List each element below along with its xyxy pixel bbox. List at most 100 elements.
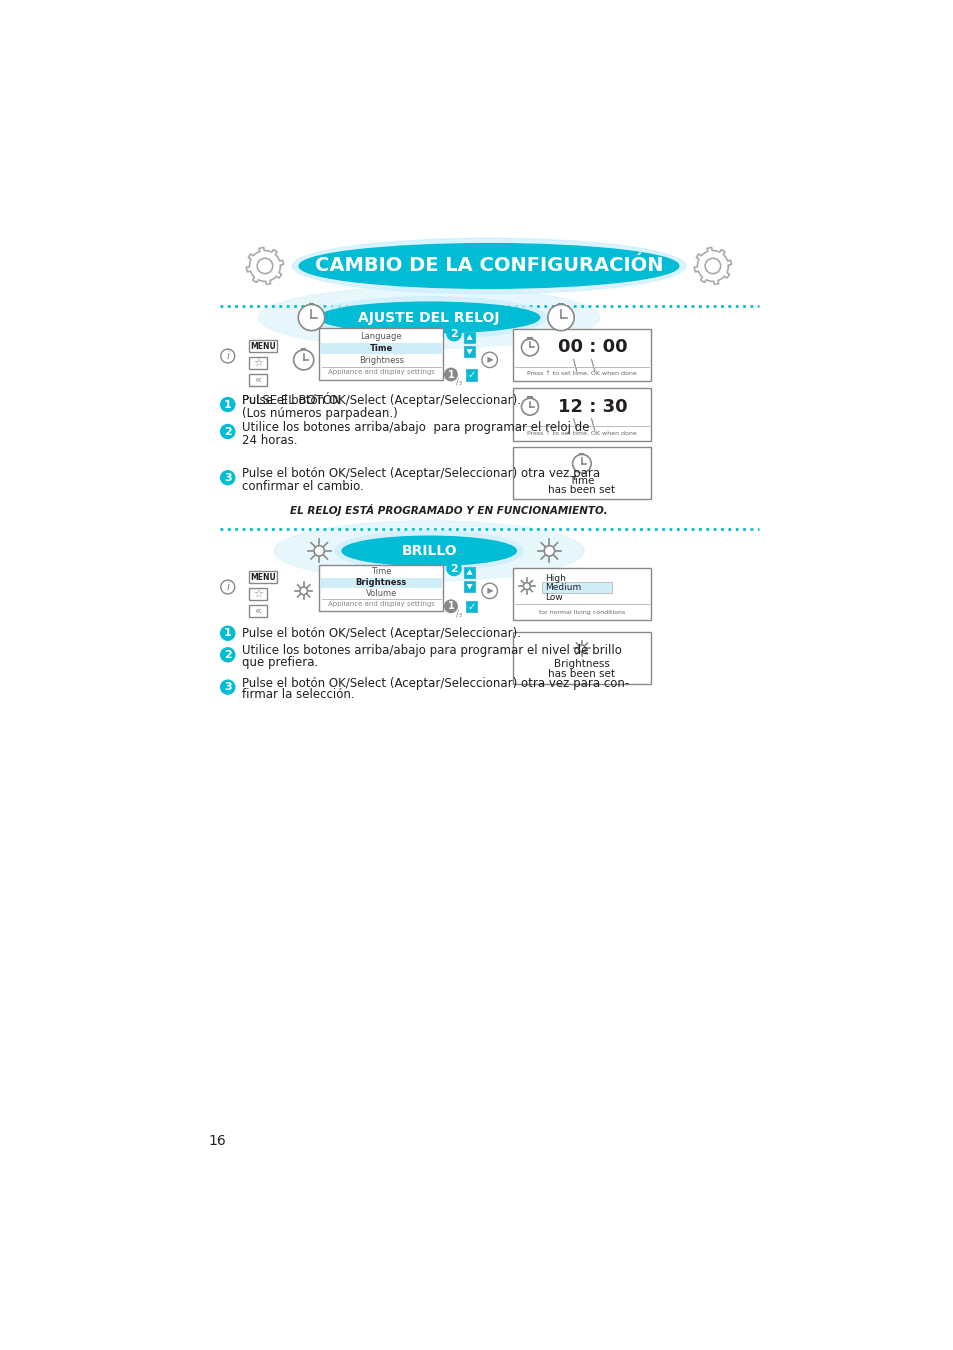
Polygon shape (466, 585, 472, 590)
Text: Brightness: Brightness (355, 578, 406, 587)
Bar (513, 329, 650, 382)
Text: «: « (254, 606, 261, 616)
Bar (542, 582, 612, 593)
Ellipse shape (312, 297, 546, 339)
Text: Press ↑ to set time, OK when done: Press ↑ to set time, OK when done (526, 431, 637, 436)
Bar (464, 346, 475, 356)
Text: Pulse el botón OK/Select (Aceptar/Seleccionar) otra vez para con-: Pulse el botón OK/Select (Aceptar/Selecc… (241, 676, 628, 690)
Text: 2: 2 (450, 328, 457, 339)
Circle shape (481, 583, 497, 598)
Text: que prefiera.: que prefiera. (241, 656, 317, 670)
Text: ✓: ✓ (467, 602, 475, 612)
Text: BRILLO: BRILLO (401, 544, 456, 558)
Polygon shape (487, 356, 493, 363)
Circle shape (298, 305, 324, 331)
Text: 2: 2 (224, 427, 232, 436)
Text: 3: 3 (224, 472, 232, 483)
Text: 1: 1 (447, 601, 454, 612)
Text: MENU: MENU (251, 342, 276, 351)
Text: Press ↑ to set time, OK when done: Press ↑ to set time, OK when done (526, 371, 637, 377)
Bar (249, 587, 266, 601)
Circle shape (481, 352, 497, 367)
Text: MENU: MENU (251, 572, 276, 582)
Text: has been set: has been set (548, 668, 615, 679)
Bar (319, 343, 442, 354)
Text: 12 : 30: 12 : 30 (558, 398, 627, 416)
Bar (319, 578, 442, 587)
Circle shape (578, 645, 585, 652)
Bar (465, 601, 476, 613)
Text: High: High (545, 574, 566, 583)
Text: Appliance and display settings: Appliance and display settings (328, 601, 435, 608)
Text: confirmar el cambio.: confirmar el cambio. (241, 479, 363, 493)
Circle shape (220, 679, 235, 695)
Text: for normal living conditions: for normal living conditions (538, 610, 624, 616)
Text: ✓: ✓ (467, 370, 475, 381)
Text: PᴜLSE EL BOTÓN: PᴜLSE EL BOTÓN (241, 394, 344, 408)
Bar (465, 369, 476, 381)
Circle shape (446, 325, 461, 342)
Text: Language: Language (360, 332, 401, 340)
Text: 1: 1 (224, 400, 232, 409)
Circle shape (220, 397, 235, 412)
Text: 1: 1 (447, 370, 454, 379)
Text: Low: Low (545, 593, 562, 602)
Ellipse shape (342, 536, 516, 566)
Polygon shape (466, 570, 472, 575)
Bar (249, 340, 277, 352)
Text: EL RELOJ ESTÁ PROGRAMADO Y EN FUNCIONAMIENTO.: EL RELOJ ESTÁ PROGRAMADO Y EN FUNCIONAMI… (290, 504, 607, 516)
Text: Volume: Volume (365, 589, 396, 598)
Circle shape (220, 470, 235, 486)
Text: ☆: ☆ (253, 589, 263, 599)
Ellipse shape (258, 286, 599, 348)
Text: Time: Time (569, 477, 594, 486)
Ellipse shape (318, 302, 539, 333)
Text: 3: 3 (224, 682, 232, 693)
Text: 16: 16 (208, 1134, 226, 1149)
Circle shape (299, 587, 307, 595)
Bar (513, 568, 650, 620)
Circle shape (543, 545, 554, 556)
Bar (513, 389, 650, 440)
Circle shape (220, 580, 234, 594)
Text: AJUSTE DEL RELOJ: AJUSTE DEL RELOJ (358, 310, 499, 324)
Text: 00 : 00: 00 : 00 (558, 339, 627, 356)
Bar (319, 564, 443, 612)
Text: Utilice los botones arriba/abajo  para programar el reloj de: Utilice los botones arriba/abajo para pr… (241, 421, 589, 435)
Text: CAMBIO DE LA CONFIGURACIÓN: CAMBIO DE LA CONFIGURACIÓN (314, 256, 662, 275)
Polygon shape (487, 587, 493, 594)
Ellipse shape (298, 243, 679, 289)
Polygon shape (466, 335, 472, 340)
Text: Pulse el botón OK/Select (Aceptar/Seleccionar) otra vez para: Pulse el botón OK/Select (Aceptar/Selecc… (241, 467, 599, 481)
Text: MM: MM (594, 418, 604, 424)
Circle shape (443, 599, 457, 613)
Circle shape (446, 560, 461, 576)
Circle shape (220, 625, 235, 641)
Text: /₃: /₃ (456, 378, 461, 386)
Bar (464, 567, 475, 578)
Bar (319, 328, 443, 379)
Polygon shape (246, 247, 283, 285)
Circle shape (257, 258, 273, 274)
Circle shape (443, 367, 457, 382)
Ellipse shape (292, 238, 685, 294)
Text: i: i (226, 351, 229, 360)
Circle shape (314, 545, 324, 556)
Bar (249, 571, 277, 583)
Bar (464, 580, 475, 591)
Text: «: « (254, 375, 261, 385)
Circle shape (704, 258, 720, 274)
Bar (249, 374, 266, 386)
Text: HH: HH (570, 359, 579, 364)
Text: Utilice los botones arriba/abajo para programar el nivel de brillo: Utilice los botones arriba/abajo para pr… (241, 644, 621, 657)
Text: i: i (226, 582, 229, 593)
Text: Time: Time (369, 344, 393, 352)
Circle shape (220, 647, 235, 663)
Text: Medium: Medium (545, 583, 581, 593)
Ellipse shape (335, 531, 523, 571)
Circle shape (523, 583, 530, 590)
Circle shape (547, 305, 574, 331)
Text: /₃: /₃ (456, 609, 461, 618)
Text: 2: 2 (450, 563, 457, 574)
Polygon shape (694, 247, 731, 285)
